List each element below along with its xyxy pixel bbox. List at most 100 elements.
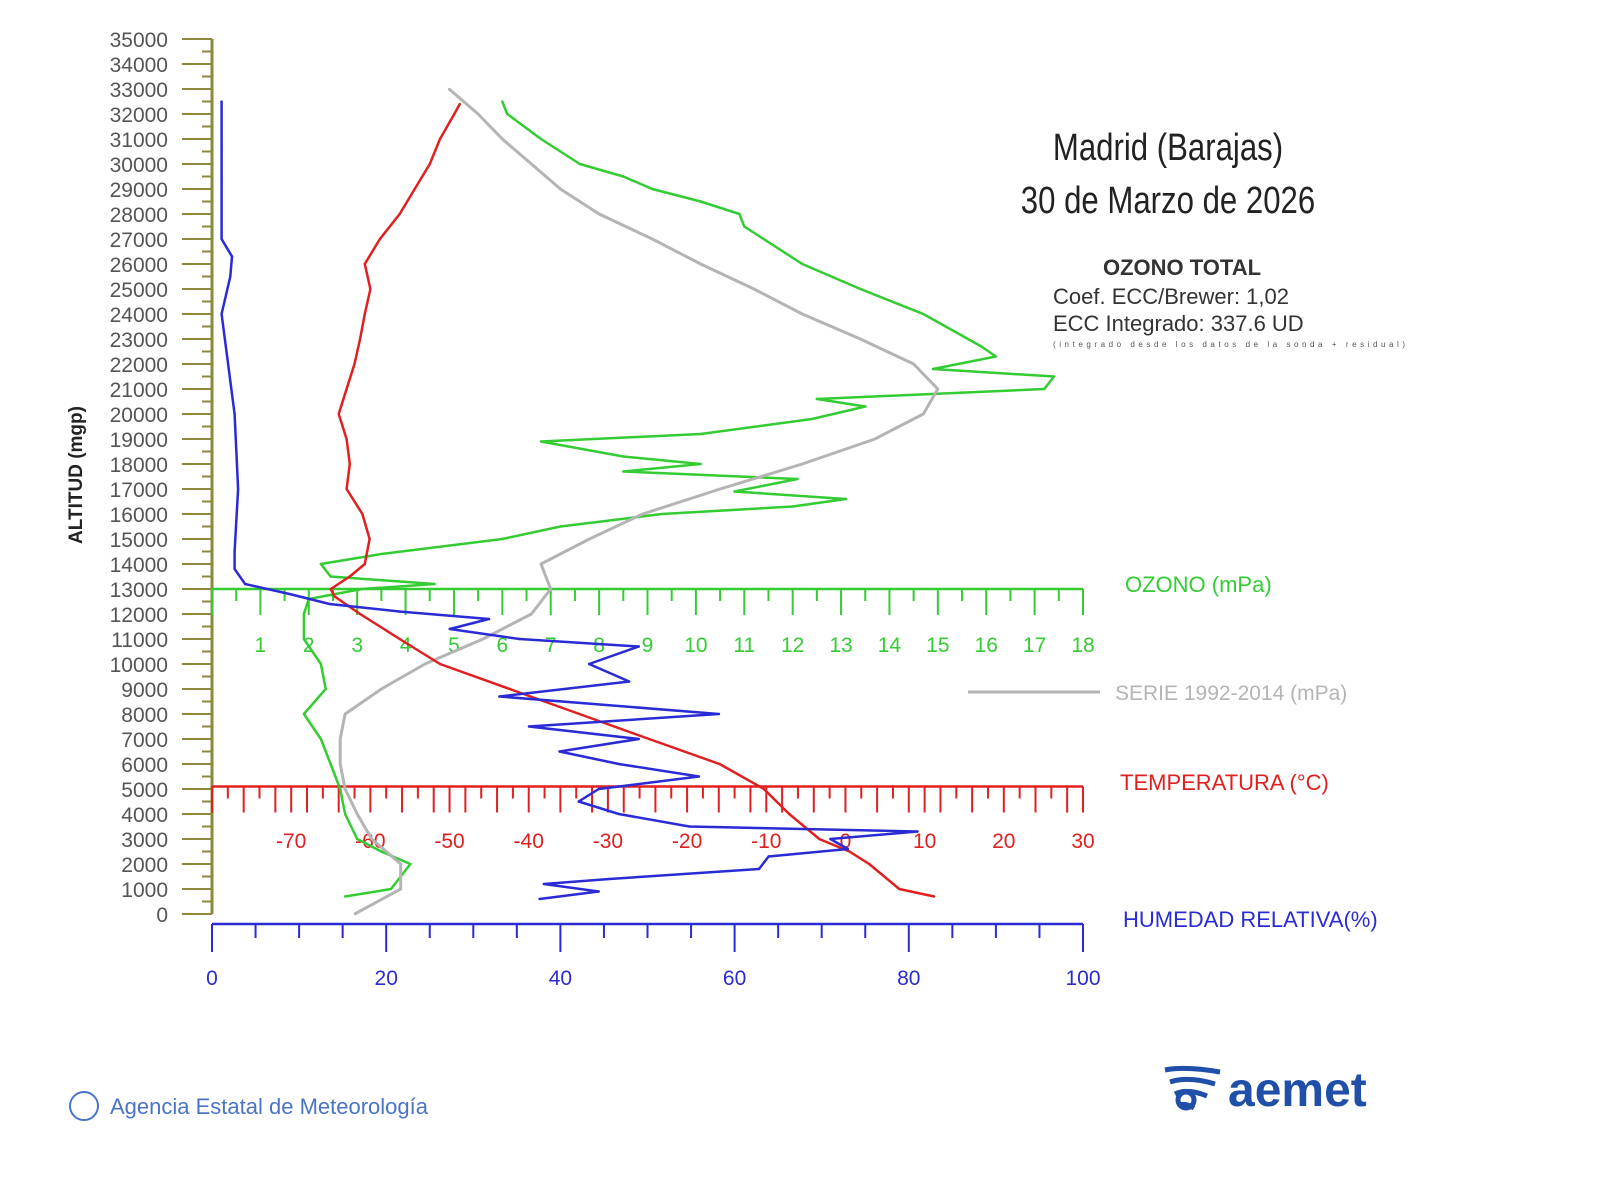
aemet-logo: aemet [1164, 1064, 1367, 1117]
data-point [637, 645, 640, 648]
data-point [699, 262, 702, 266]
altitude-tick-label: 30000 [110, 154, 168, 177]
data-point [319, 562, 323, 566]
altitude-tick-label: 21000 [110, 379, 168, 402]
data-point [433, 582, 436, 586]
data-point [501, 537, 504, 541]
altitude-tick-label: 28000 [110, 204, 168, 227]
ozone-tick-label: 8 [593, 634, 605, 657]
series-ozone-0 [302, 100, 1056, 898]
data-point [530, 612, 533, 616]
ozone-tick-label: 15 [926, 634, 949, 657]
data-point [932, 895, 936, 898]
data-point [622, 175, 625, 178]
ozone-tick-label: 9 [642, 634, 654, 657]
altitude-tick-label: 23000 [110, 329, 168, 352]
data-point [339, 762, 342, 766]
plot-area: 0100020003000400050006000700080009000100… [110, 29, 1378, 990]
data-point [230, 255, 234, 258]
data-point [717, 712, 721, 716]
ozone-tick-label: 7 [545, 634, 557, 657]
ozone-tick-label: 16 [975, 634, 998, 657]
data-point [413, 187, 416, 191]
data-point [916, 830, 919, 833]
data-point [873, 437, 877, 441]
data-point [527, 725, 531, 728]
ozone-tick-label: 10 [684, 634, 707, 657]
data-point [815, 397, 819, 401]
data-point [363, 262, 367, 266]
data-point [348, 462, 351, 466]
data-point [922, 412, 925, 416]
data-point [539, 440, 543, 443]
data-point [448, 627, 451, 631]
data-point [743, 225, 746, 228]
data-point [559, 187, 562, 191]
data-point [345, 437, 348, 441]
data-point [762, 237, 765, 241]
data-point [380, 850, 383, 853]
data-point [361, 512, 364, 516]
data-point [355, 812, 359, 816]
series-line [302, 101, 1056, 898]
data-point [363, 562, 367, 566]
data-point [848, 850, 851, 853]
humidity-tick-label: 20 [375, 967, 398, 990]
data-point [651, 187, 654, 191]
total-ozone-info: OZONO TOTAL Coef. ECC/Brewer: 1,02 ECC I… [1053, 255, 1405, 349]
info-integrated: ECC Integrado: 337.6 UD [1053, 311, 1304, 336]
data-point [922, 312, 925, 316]
ozone-tick-label: 3 [351, 634, 363, 657]
ozone-tick-label: 14 [878, 634, 902, 657]
altitude-tick-label: 19000 [110, 429, 168, 452]
data-point [447, 87, 451, 91]
altitude-tick-label: 27000 [110, 229, 168, 252]
data-point [539, 562, 543, 566]
footer: Agencia Estatal de Meteorología aemet [69, 1064, 1367, 1121]
data-point [398, 212, 401, 216]
data-point [718, 762, 721, 766]
data-point [358, 337, 362, 341]
humidity-tick-label: 60 [723, 967, 746, 990]
chart-subtitle: 30 de Marzo de 2026 [1021, 180, 1315, 222]
copyright-icon [69, 1091, 99, 1121]
altitude-tick-label: 32000 [110, 104, 168, 127]
data-point [931, 367, 935, 371]
data-point [597, 212, 601, 216]
data-point [578, 162, 581, 166]
series-ozone-1 [338, 87, 940, 916]
altitude-tick-label: 34000 [110, 54, 168, 77]
data-point [329, 587, 332, 591]
temperature-tick-label: -70 [276, 830, 306, 853]
data-point [302, 637, 306, 641]
humidity-tick-label: 100 [1065, 967, 1100, 990]
data-point [236, 487, 240, 491]
altitude-tick-label: 20000 [110, 404, 168, 427]
data-point [339, 787, 342, 791]
data-point [302, 712, 306, 716]
data-point [597, 787, 600, 791]
altitude-tick-label: 35000 [110, 29, 168, 52]
temperature-tick-label: -30 [593, 830, 623, 853]
ozone-tick-label: 18 [1071, 634, 1094, 657]
data-point [801, 262, 804, 266]
data-point [1052, 375, 1056, 378]
altitude-tick-label: 3000 [121, 829, 168, 852]
data-point [699, 462, 702, 466]
data-point [378, 237, 382, 241]
data-point [369, 287, 372, 291]
data-point [762, 787, 766, 791]
data-point [398, 610, 401, 613]
data-point [660, 512, 664, 516]
altitude-tick-label: 25000 [110, 279, 168, 302]
data-point [539, 137, 543, 141]
data-point [622, 455, 625, 458]
data-point [343, 787, 347, 791]
altitude-tick-label: 2000 [121, 854, 168, 877]
info-coef: Coef. ECC/Brewer: 1,02 [1053, 284, 1289, 309]
data-point [487, 617, 491, 621]
data-point [647, 737, 651, 741]
data-point [329, 762, 332, 766]
data-point [617, 762, 620, 766]
altitude-tick-label: 15000 [110, 529, 168, 552]
